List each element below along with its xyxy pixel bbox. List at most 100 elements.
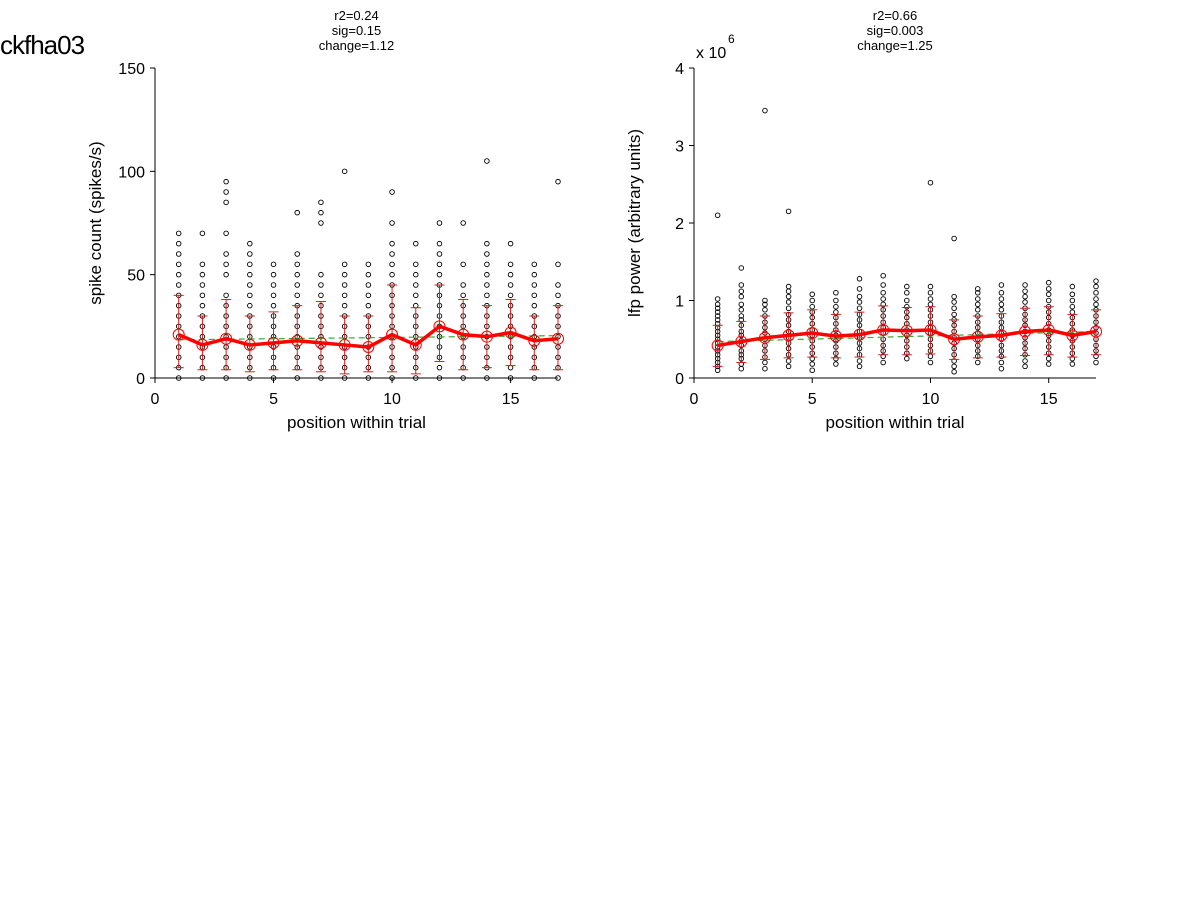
data-point	[1093, 301, 1099, 308]
mean-marker	[900, 324, 913, 337]
data-point	[738, 265, 745, 271]
mean-marker	[386, 328, 399, 341]
stats-line: r2=0.24	[334, 8, 378, 23]
y-tick-label: 150	[118, 61, 145, 78]
x-tick-label: 15	[502, 391, 520, 408]
data-point	[762, 297, 768, 304]
data-point	[484, 282, 490, 288]
data-point	[531, 302, 538, 309]
y-tick-label: 3	[675, 139, 684, 156]
data-point	[904, 297, 910, 304]
data-point	[175, 251, 182, 257]
data-point	[460, 220, 466, 226]
data-point	[975, 301, 981, 308]
data-point	[436, 251, 443, 257]
data-point	[507, 375, 514, 381]
data-point	[531, 292, 538, 299]
data-point	[1045, 297, 1052, 304]
data-point	[1093, 283, 1099, 290]
stats-line: change=1.25	[857, 38, 933, 53]
data-point	[484, 292, 490, 299]
mean-marker	[433, 320, 446, 333]
x-tick-label: 15	[1040, 391, 1058, 408]
mean-marker	[782, 329, 795, 342]
data-point	[507, 261, 514, 268]
data-point	[714, 309, 721, 315]
data-point	[223, 292, 229, 299]
data-point	[738, 282, 745, 288]
data-point	[507, 240, 514, 247]
mean-marker	[457, 328, 470, 341]
data-point	[199, 261, 206, 268]
data-point	[507, 271, 514, 278]
data-point	[998, 301, 1005, 308]
data-point	[738, 293, 745, 300]
data-point	[223, 261, 229, 268]
y-axis-label: spike count (spikes/s)	[86, 141, 105, 304]
data-point	[436, 261, 443, 268]
data-point	[199, 282, 206, 288]
data-point	[833, 361, 839, 367]
data-point	[856, 363, 863, 370]
data-point	[341, 168, 348, 175]
data-point	[199, 375, 206, 381]
data-point	[436, 375, 443, 381]
x-tick-label: 5	[269, 391, 278, 408]
data-point	[413, 271, 419, 278]
data-point	[1022, 288, 1028, 294]
mean-marker	[853, 328, 866, 341]
data-point	[484, 251, 490, 257]
data-point	[856, 293, 863, 300]
fit-line	[717, 330, 1097, 343]
data-point	[247, 251, 253, 257]
figure-title: ckfha03	[0, 30, 85, 60]
data-point	[484, 271, 490, 278]
data-point	[951, 305, 957, 312]
data-point	[175, 240, 182, 247]
x-tick-label: 10	[922, 391, 940, 408]
data-point	[1045, 286, 1052, 292]
fit-line	[178, 335, 559, 341]
y-tick-label: 4	[675, 61, 684, 78]
data-point	[951, 299, 957, 305]
data-point	[531, 282, 538, 288]
data-point	[951, 311, 957, 318]
data-point	[247, 271, 253, 278]
data-point	[389, 240, 395, 247]
data-point	[998, 296, 1005, 302]
data-point	[785, 305, 792, 312]
x-tick-label: 0	[151, 391, 160, 408]
mean-line	[717, 328, 1097, 348]
mean-marker	[924, 323, 937, 336]
data-point	[762, 107, 768, 114]
data-point	[247, 261, 253, 268]
data-point	[714, 305, 721, 312]
y-tick-label: 50	[127, 268, 145, 285]
mean-marker	[220, 332, 233, 345]
data-point	[856, 358, 863, 364]
data-point	[1093, 290, 1099, 296]
data-point	[998, 282, 1005, 288]
data-point	[247, 292, 253, 299]
x-axis-label: position within trial	[826, 413, 965, 432]
stats-line: sig=0.15	[332, 23, 382, 38]
data-point	[389, 261, 395, 268]
data-point	[1022, 363, 1028, 370]
data-point	[460, 282, 466, 288]
data-point	[318, 209, 324, 216]
data-point	[389, 220, 395, 226]
data-point	[762, 301, 768, 308]
data-point	[223, 251, 229, 257]
mean-marker	[806, 327, 819, 340]
data-point	[318, 271, 324, 278]
data-point	[998, 359, 1005, 366]
data-point	[555, 261, 561, 268]
data-point	[294, 282, 300, 288]
data-point	[223, 199, 229, 206]
data-point	[738, 307, 745, 313]
data-point	[365, 282, 372, 288]
mean-marker	[480, 330, 493, 343]
data-point	[413, 292, 419, 299]
data-point	[927, 353, 934, 360]
